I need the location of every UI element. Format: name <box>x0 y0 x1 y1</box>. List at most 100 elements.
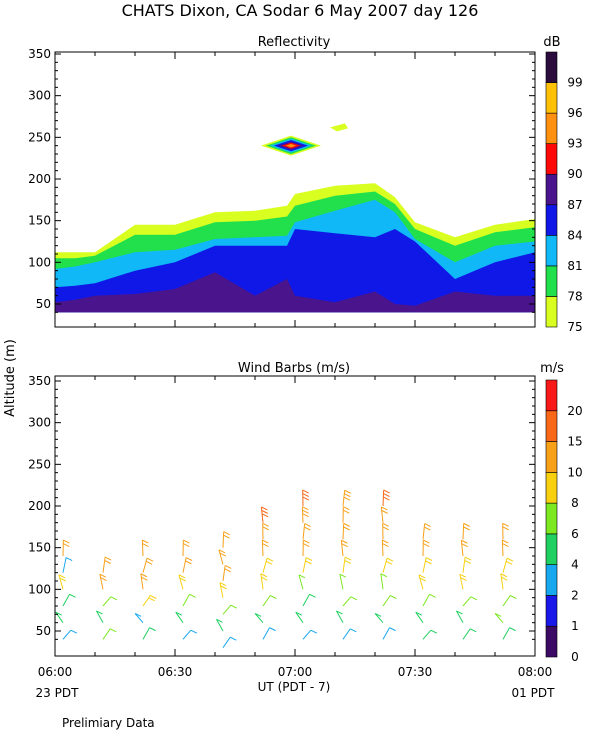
barb-staff <box>503 628 510 640</box>
wind-barb <box>463 597 477 606</box>
barb-flag <box>263 527 269 530</box>
wind-barb <box>183 558 192 573</box>
barb-flag <box>424 527 430 530</box>
barb-flag <box>465 557 471 560</box>
wind-barb <box>381 507 387 523</box>
barb-flag <box>425 524 431 527</box>
wind-barb <box>263 628 276 640</box>
barb-flag <box>303 497 309 500</box>
barb-staff <box>461 540 463 556</box>
barb-flag <box>270 596 276 599</box>
barb-flag <box>141 577 147 580</box>
barb-flag <box>344 494 350 497</box>
barb-staff <box>263 596 270 606</box>
wind-barb <box>263 523 269 539</box>
barb-flag <box>510 628 516 631</box>
barb-flag <box>302 510 308 513</box>
wind-barb <box>223 532 230 548</box>
x-left-sub-label: 23 PDT <box>36 686 80 700</box>
refl-ytick-label-100: 100 <box>28 255 51 269</box>
barb-flag <box>461 540 467 543</box>
barb-staff <box>103 629 110 639</box>
barb-flag <box>306 558 312 561</box>
x-tick-label-0700: 07:00 <box>278 665 313 679</box>
refl-ytick-label-150: 150 <box>28 214 51 228</box>
barb-flag <box>263 523 269 526</box>
barb-flag <box>190 594 196 597</box>
wind-barb <box>303 630 317 639</box>
refl-ytick-label-200: 200 <box>28 172 51 186</box>
wind-barb <box>383 490 390 506</box>
wind-barb <box>423 540 429 556</box>
barb-staff <box>303 524 305 540</box>
barb-staff <box>63 594 70 606</box>
x-axis-label: UT (PDT - 7) <box>258 680 331 694</box>
wind-barb <box>63 630 77 639</box>
wind-barb <box>423 594 436 606</box>
barb-flag <box>343 510 349 513</box>
wind-barb <box>341 540 347 556</box>
barb-staff <box>343 490 345 506</box>
barb-staff <box>463 629 470 639</box>
wind-barb <box>502 540 508 556</box>
wind-barb <box>141 574 147 590</box>
wind-scale-label-4: 4 <box>571 558 579 572</box>
barb-staff <box>261 507 263 523</box>
wind-barb <box>303 540 309 556</box>
wind-barb <box>456 611 463 623</box>
wind-ytick-label-300: 300 <box>28 416 51 430</box>
barb-flag <box>63 544 69 547</box>
barb-staff <box>303 558 306 573</box>
barb-flag <box>345 561 351 564</box>
barb-staff <box>302 507 303 523</box>
barb-flag <box>501 577 507 580</box>
barb-flag <box>261 507 267 510</box>
barb-staff <box>423 630 431 639</box>
refl-ytick-label-250: 250 <box>28 130 51 144</box>
wind-ytick-label-200: 200 <box>28 499 51 513</box>
barb-flag <box>503 523 509 526</box>
wind-frame <box>55 376 535 656</box>
barb-flag <box>383 523 389 526</box>
barb-staff <box>460 574 463 589</box>
barb-flag <box>506 561 512 564</box>
wind-barb <box>263 558 273 573</box>
barb-flag <box>502 544 508 547</box>
reflectivity-title: Reflectivity <box>258 35 331 50</box>
wind-scale-label-2: 2 <box>571 588 579 602</box>
refl-swatch-75 <box>546 296 557 327</box>
barb-flag <box>390 628 396 631</box>
wind-barb <box>343 629 356 639</box>
barb-flag <box>303 514 309 517</box>
barb-flag <box>387 558 393 561</box>
barb-flag <box>224 535 230 538</box>
refl-ytick-label-50: 50 <box>36 297 51 311</box>
wind-swatch-20 <box>546 380 557 411</box>
barb-flag <box>390 596 396 599</box>
wind-barb <box>255 613 263 622</box>
wind-barb <box>96 611 103 623</box>
wind-barb <box>423 558 432 573</box>
barb-flag <box>426 558 432 561</box>
barb-flag <box>71 630 77 633</box>
wind-barb <box>463 523 470 539</box>
barb-staff <box>183 558 186 573</box>
wind-swatch-1 <box>546 595 557 626</box>
wind-barb <box>143 558 153 573</box>
barb-staff <box>223 565 225 581</box>
barb-flag <box>431 630 437 633</box>
barb-flag <box>510 596 516 599</box>
barb-flag <box>425 561 431 564</box>
refl-scale-label-93: 93 <box>567 137 582 151</box>
barb-flag <box>304 527 310 530</box>
barb-staff <box>343 629 350 639</box>
barb-flag <box>471 597 477 600</box>
wind-ytick-label-250: 250 <box>28 457 51 471</box>
refl-scale-label-81: 81 <box>567 259 582 273</box>
wind-ytick-label-350: 350 <box>28 374 51 388</box>
barb-staff <box>423 524 425 540</box>
reflectivity-plot <box>55 123 535 312</box>
barb-flag <box>507 558 513 561</box>
